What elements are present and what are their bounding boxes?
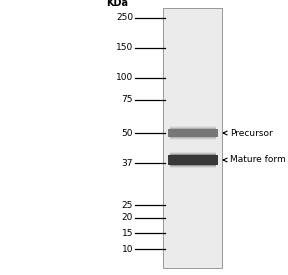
Bar (170, 154, 216, 155)
Text: 25: 25 (122, 200, 133, 210)
Text: Precursor: Precursor (223, 128, 273, 138)
Bar (168, 155, 218, 165)
Text: 100: 100 (116, 73, 133, 82)
Text: 150: 150 (116, 43, 133, 53)
Bar (163, 8, 222, 268)
Text: 20: 20 (122, 213, 133, 222)
Bar (170, 137, 216, 138)
Text: 250: 250 (116, 13, 133, 23)
Bar (170, 165, 216, 166)
Bar (170, 127, 216, 128)
Text: 37: 37 (122, 158, 133, 167)
Bar (170, 152, 216, 153)
Bar (170, 128, 216, 129)
Text: 15: 15 (122, 229, 133, 238)
Bar (170, 138, 216, 139)
Bar (170, 126, 216, 127)
Text: KDa: KDa (106, 0, 128, 8)
Text: Mature form: Mature form (223, 155, 286, 164)
Text: 10: 10 (122, 244, 133, 254)
Bar (168, 129, 218, 137)
Bar (170, 167, 216, 168)
Bar (170, 153, 216, 154)
Bar (170, 166, 216, 167)
Text: 50: 50 (122, 128, 133, 138)
Text: 75: 75 (122, 95, 133, 104)
Bar (170, 139, 216, 140)
